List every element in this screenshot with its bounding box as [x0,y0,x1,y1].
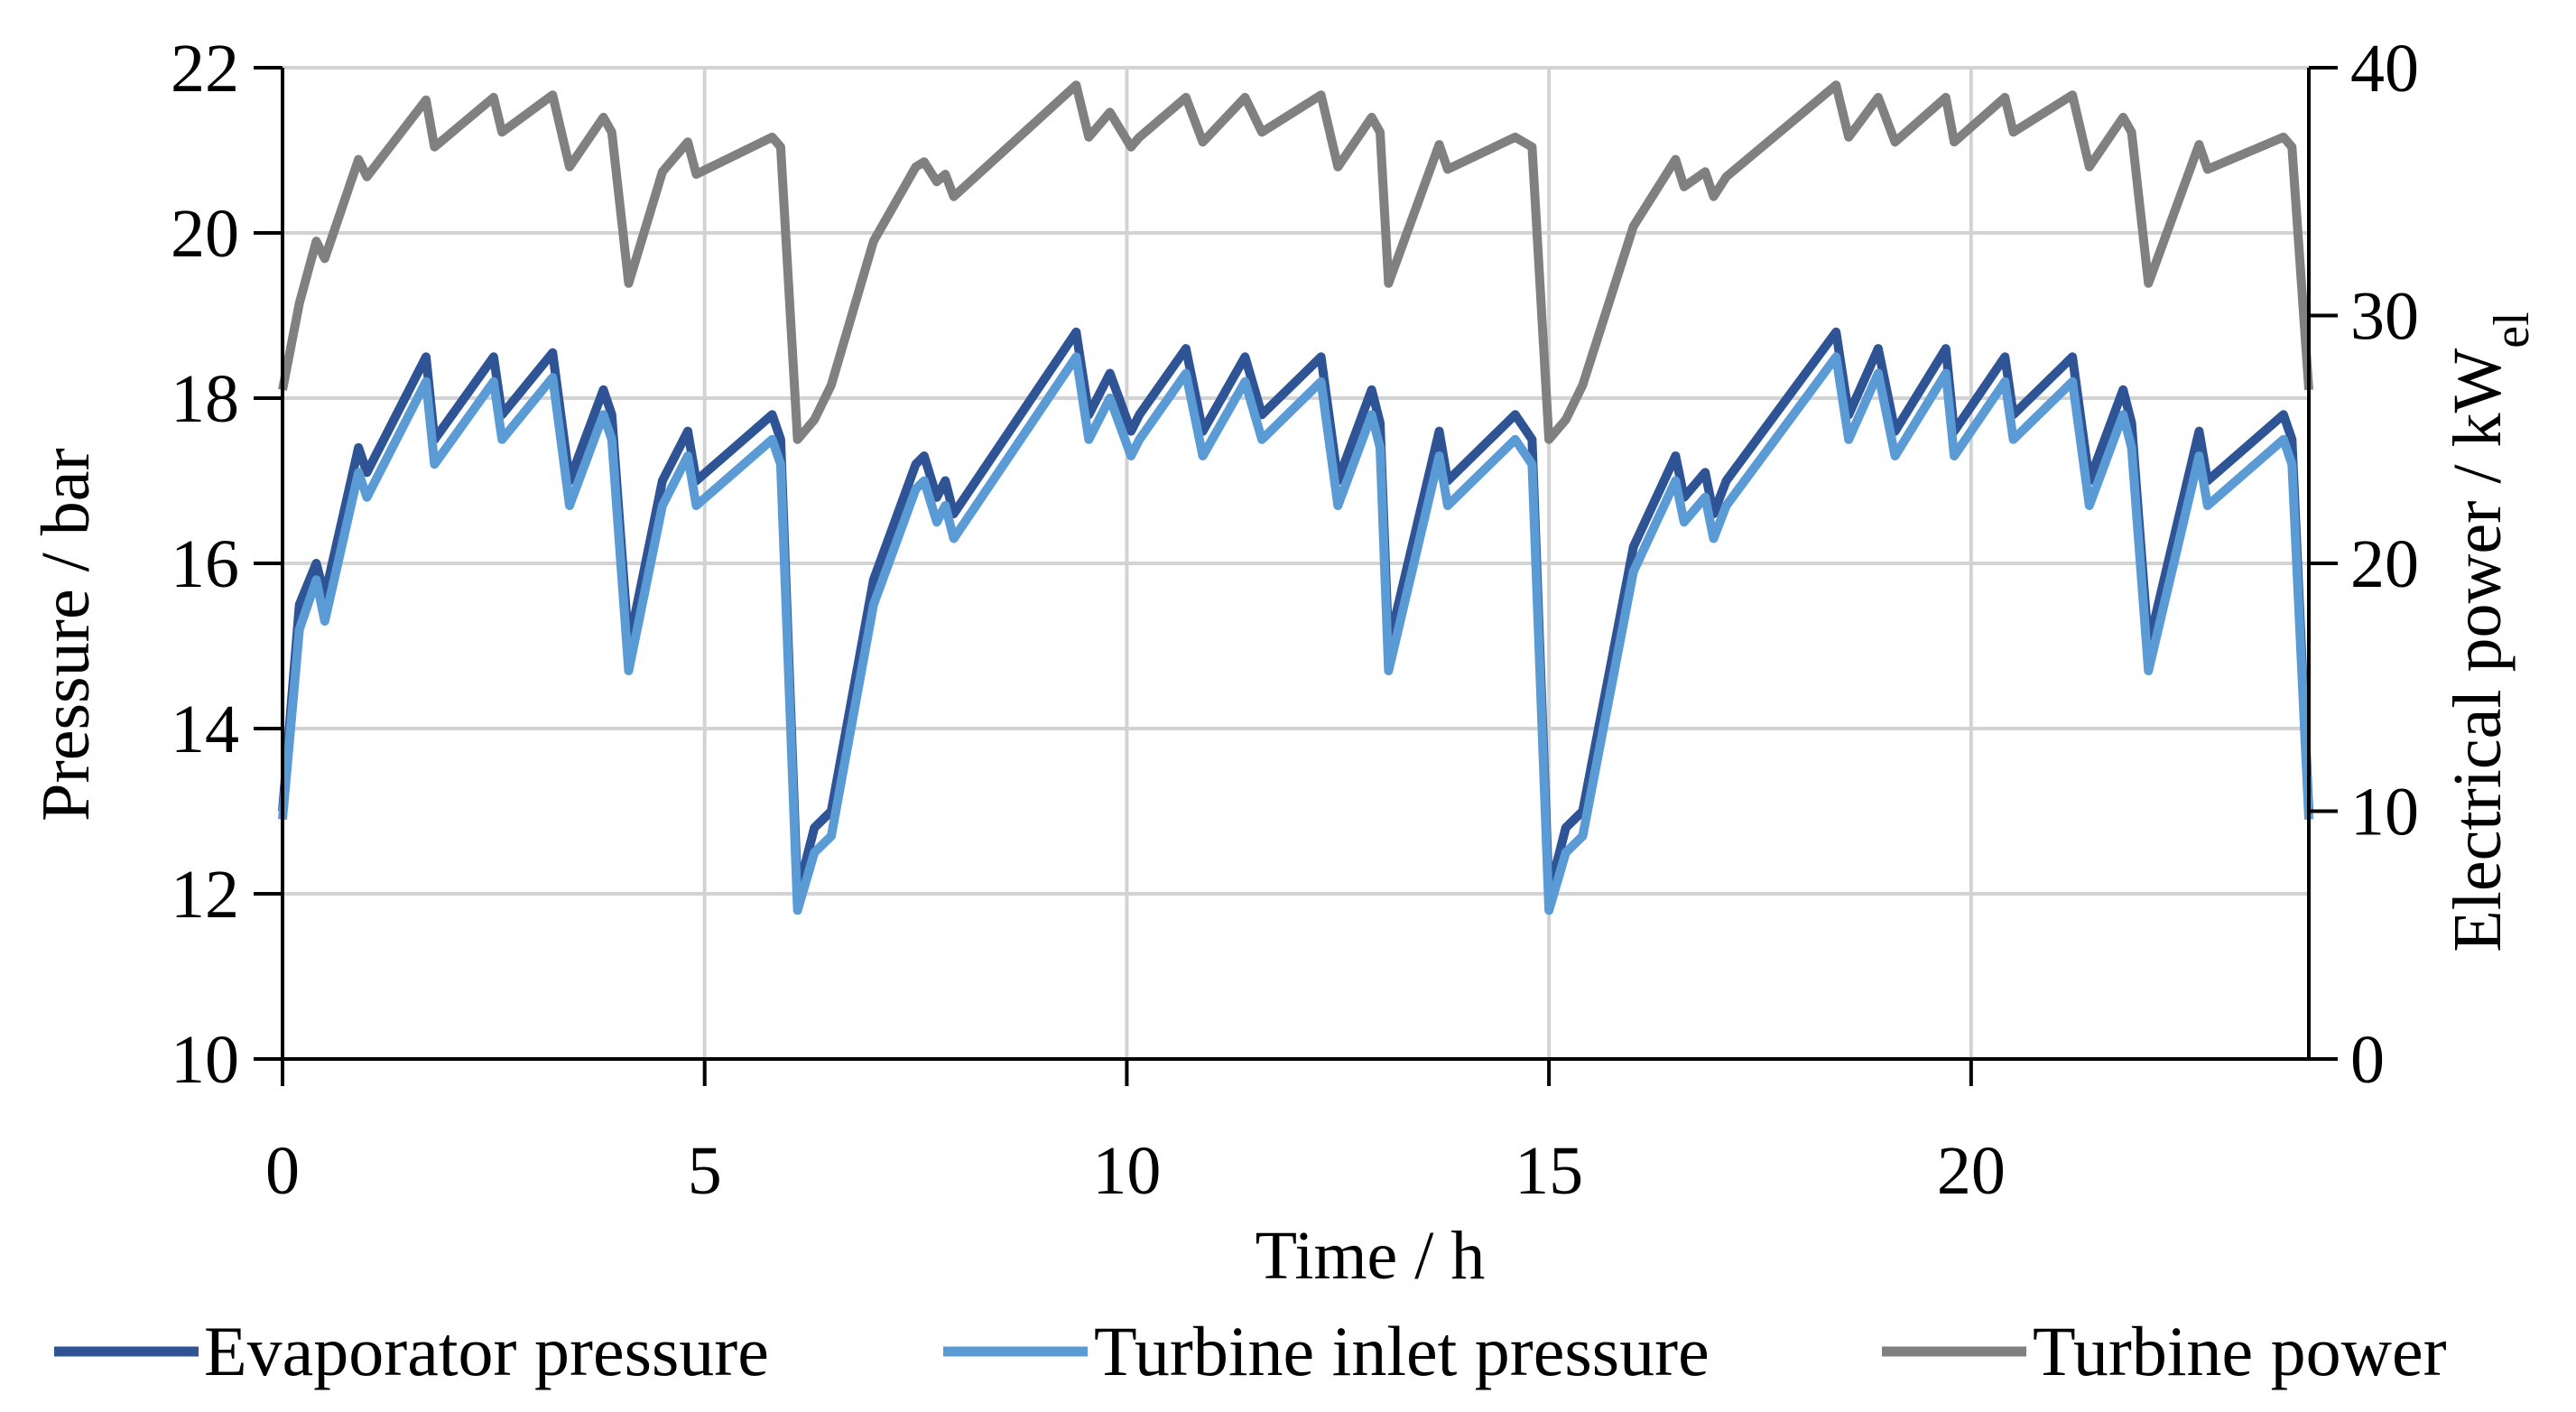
y-tick-label: 16 [171,526,239,602]
x-axis-title: Time / h [1256,1218,1486,1294]
y2-tick-label: 40 [2350,31,2419,107]
legend-item-turbine-power: Turbine power [1882,1312,2447,1390]
x-tick-label: 0 [265,1133,300,1209]
y2-tick-label: 30 [2350,279,2419,355]
y2-axis-title: Electrical power / kWel [2440,311,2540,952]
x-tick-label: 5 [688,1133,722,1209]
y2-tick-label: 0 [2350,1022,2385,1098]
legend-item-turbine-inlet-pressure: Turbine inlet pressure [943,1312,1710,1390]
legend: Evaporator pressure Turbine inlet pressur… [54,1312,2447,1390]
y-tick-label: 14 [171,692,239,767]
left-axis-ticks: 10 12 14 16 18 20 22 [171,31,283,1098]
legend-label: Turbine power [2033,1312,2447,1390]
y-tick-label: 20 [171,196,239,272]
y-axis-title: Pressure / bar [28,448,104,822]
series-lines [278,80,2313,915]
grid-lines [283,66,2309,1059]
right-axis-ticks: 0 10 20 30 40 [2309,31,2419,1098]
y-tick-label: 10 [171,1022,239,1098]
y2-axis-title-subscript: el [2484,311,2540,348]
x-tick-label: 10 [1092,1133,1161,1209]
series-line-turbine-power [278,80,2313,444]
legend-label: Evaporator pressure [204,1312,769,1390]
series-line-evaporator-pressure [278,327,2313,898]
x-axis-ticks: 0 5 10 15 20 [265,1059,2006,1209]
y2-axis-title-main: Electrical power / kW [2440,348,2516,952]
y2-tick-label: 20 [2350,526,2419,602]
x-tick-label: 15 [1515,1133,1583,1209]
legend-item-evaporator-pressure: Evaporator pressure [54,1312,769,1390]
x-tick-label: 20 [1937,1133,2006,1209]
y-tick-label: 22 [171,31,239,107]
legend-label: Turbine inlet pressure [1094,1312,1710,1390]
series-line-turbine-inlet-pressure [278,352,2313,915]
y-tick-label: 18 [171,361,239,437]
y-tick-label: 12 [171,857,239,933]
y2-tick-label: 10 [2350,775,2419,850]
